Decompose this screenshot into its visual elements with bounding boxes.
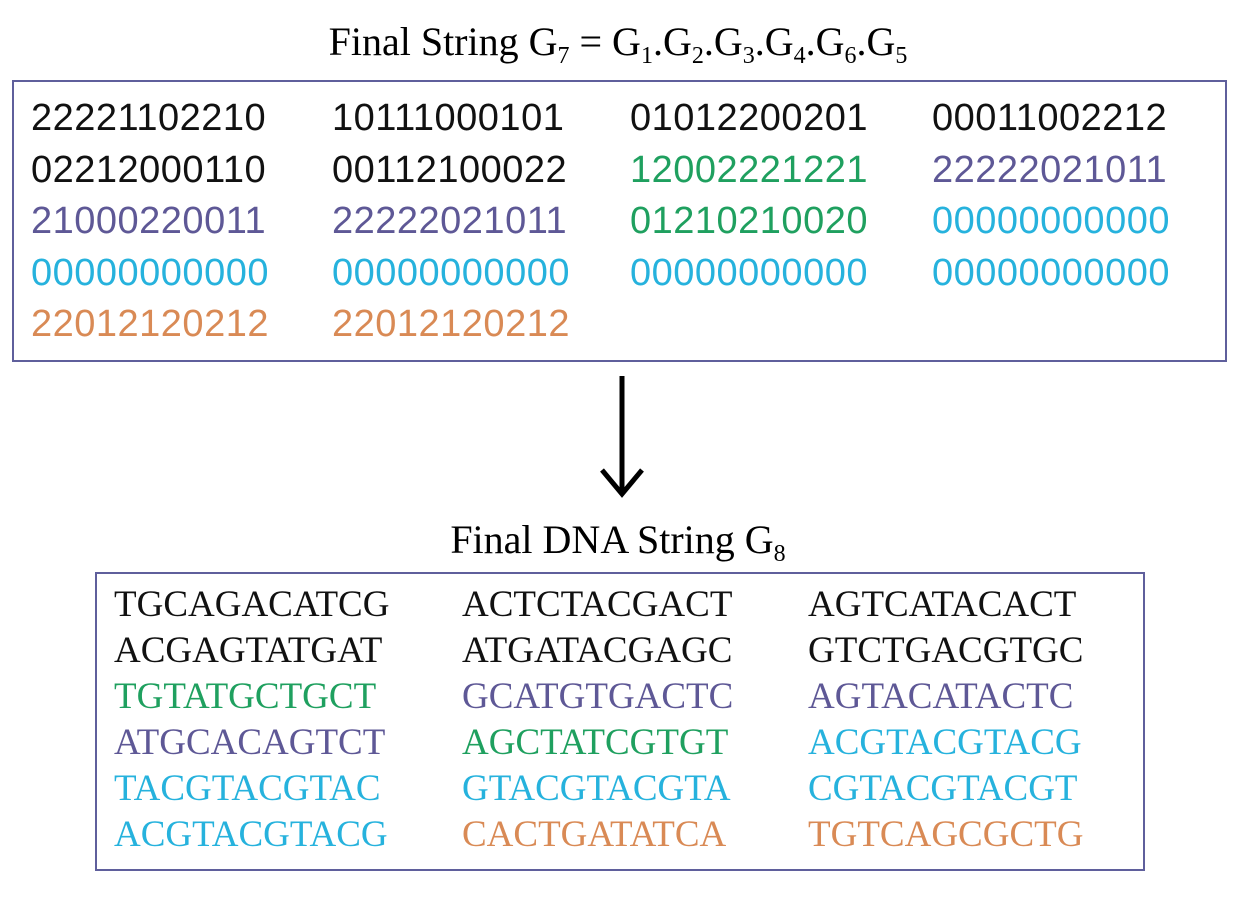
dna-block: GTCTGACGTGC [808,630,1084,671]
ternary-block: 21000220011 [31,200,267,242]
down-arrow-icon [600,376,644,498]
dna-block: CGTACGTACGT [808,768,1078,809]
dna-block: TGTCAGCGCTG [808,814,1084,855]
ternary-block: 00112100022 [332,148,568,191]
ternary-block: 00000000000 [630,251,868,294]
dna-block: ATGCACAGTCT [114,722,386,763]
dna-block: AGCTATCGTGT [462,722,729,763]
ternary-block: 22222021011 [932,148,1168,191]
ternary-block: 00000000000 [932,200,1170,242]
dna-block: ATGATACGAGC [462,630,733,671]
title-subscript: 8 [773,541,786,567]
dna-block: ACGAGTATGAT [114,630,383,671]
dna-block: AGTCATACACT [808,584,1077,625]
ternary-string-box [12,80,1227,362]
dna-block: ACTCTACGACT [462,584,733,625]
dna-block: GTACGTACGTA [462,768,731,809]
title-separator: .G [703,19,743,64]
title-separator: .G [805,19,845,64]
ternary-block: 00000000000 [332,251,570,294]
title-subscript: 7 [557,43,570,69]
ternary-block: 10111000101 [332,97,565,139]
dna-block: CACTGATATCA [462,814,727,855]
ternary-block: 01210210020 [630,200,868,242]
title-subscript: 5 [895,43,908,69]
title-subscript: 1 [640,43,653,69]
ternary-block: 22221102210 [31,97,267,139]
title-subscript: 2 [691,43,704,69]
dna-block: AGTACATACTC [808,676,1074,717]
final-string-title: Final String G7 = G1.G2.G3.G4.G6.G5 [0,19,1236,69]
final-dna-string-title: Final DNA String G8 [0,517,1236,567]
dna-string-box [95,572,1145,871]
title-subscript: 4 [793,43,806,69]
title-subscript: 6 [844,43,857,69]
title-separator: .G [754,19,794,64]
ternary-block: 02212000110 [31,148,267,191]
dna-block: GCATGTGACTC [462,676,734,717]
ternary-block: 00011002212 [932,97,1168,139]
title-separator: .G [652,19,692,64]
title-equals: = G [569,19,641,64]
dna-block: ACGTACGTACG [808,722,1082,763]
dna-block: ACGTACGTACG [114,814,388,855]
ternary-block: 00000000000 [932,251,1170,294]
ternary-block: 01012200201 [630,97,868,139]
dna-block: TACGTACGTAC [114,768,381,809]
ternary-block: 22012120212 [332,303,570,345]
title-subscript: 3 [742,43,755,69]
ternary-block: 22012120212 [31,303,269,345]
title-prefix: Final DNA String G [450,517,774,562]
ternary-block: 12002221221 [630,148,868,191]
title-prefix: Final String G [328,19,558,64]
dna-block: TGTATGCTGCT [114,676,377,717]
title-separator: .G [856,19,896,64]
dna-block: TGCAGACATCG [114,584,390,625]
ternary-block: 00000000000 [31,251,269,294]
ternary-block: 22222021011 [332,200,568,242]
